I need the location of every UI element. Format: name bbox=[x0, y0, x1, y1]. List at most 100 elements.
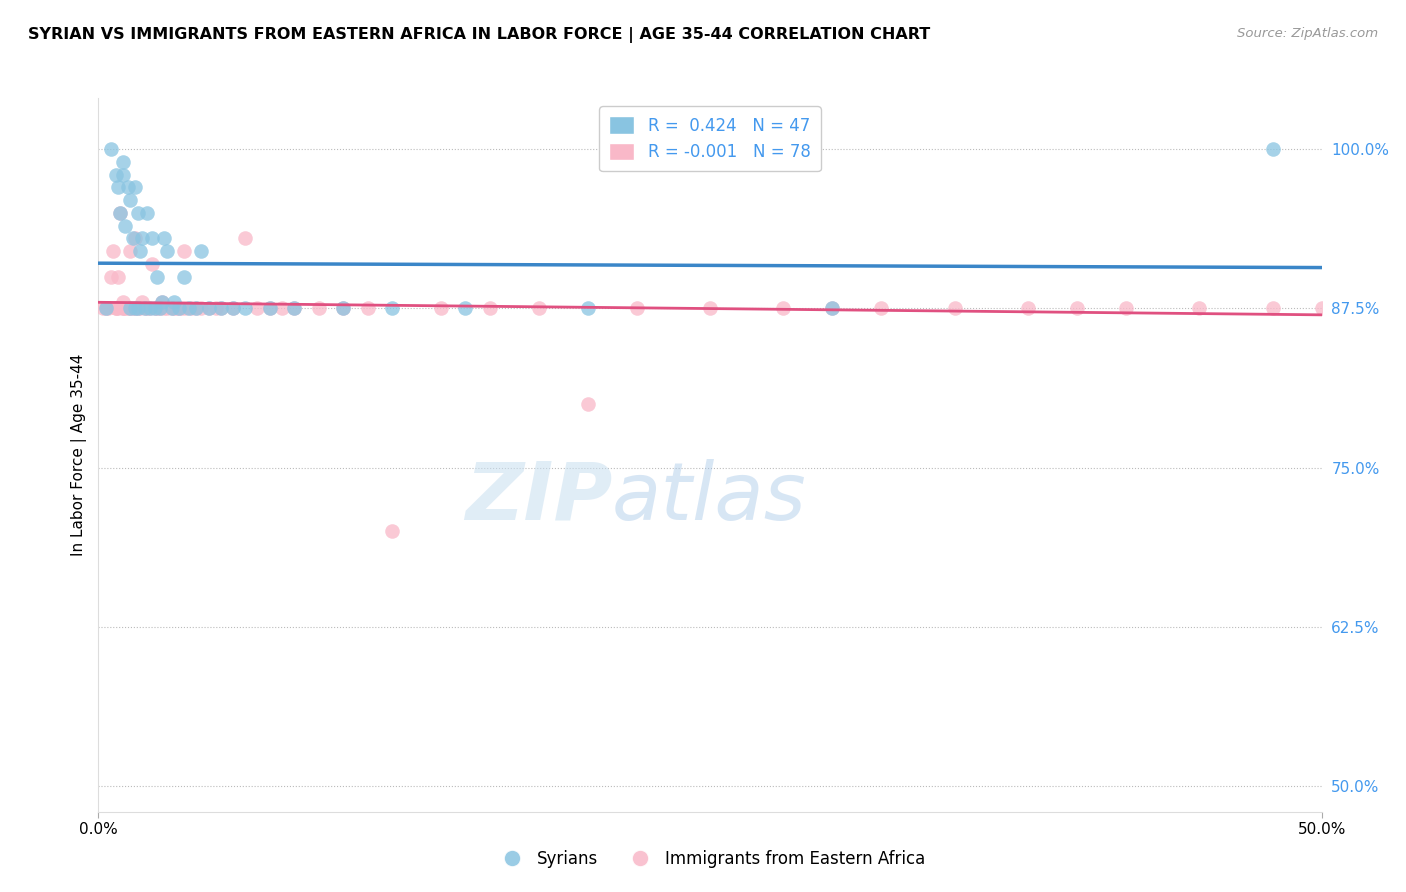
Point bbox=[160, 301, 183, 316]
Point bbox=[114, 219, 136, 233]
Point bbox=[209, 301, 232, 316]
Point bbox=[134, 301, 156, 316]
Point bbox=[153, 301, 176, 316]
Point bbox=[100, 269, 122, 284]
Point bbox=[131, 295, 153, 310]
Text: atlas: atlas bbox=[612, 458, 807, 537]
Point bbox=[141, 257, 163, 271]
Point bbox=[222, 301, 245, 316]
Point bbox=[129, 301, 152, 316]
Point bbox=[120, 301, 142, 316]
Point bbox=[111, 301, 134, 316]
Point bbox=[120, 244, 142, 258]
Point bbox=[129, 244, 152, 258]
Point bbox=[186, 301, 208, 316]
Point bbox=[120, 193, 142, 207]
Point bbox=[173, 269, 195, 284]
Point bbox=[177, 301, 200, 316]
Point bbox=[332, 301, 354, 316]
Point bbox=[104, 301, 127, 316]
Text: SYRIAN VS IMMIGRANTS FROM EASTERN AFRICA IN LABOR FORCE | AGE 35-44 CORRELATION : SYRIAN VS IMMIGRANTS FROM EASTERN AFRICA… bbox=[28, 27, 931, 43]
Point bbox=[167, 301, 190, 316]
Point bbox=[111, 168, 134, 182]
Point bbox=[124, 231, 146, 245]
Point bbox=[134, 301, 156, 316]
Point bbox=[127, 301, 149, 316]
Point bbox=[1310, 301, 1333, 316]
Point bbox=[121, 231, 143, 245]
Point bbox=[527, 301, 550, 316]
Point bbox=[150, 295, 173, 310]
Point bbox=[209, 301, 232, 316]
Point bbox=[124, 301, 146, 316]
Point bbox=[1066, 301, 1088, 316]
Point bbox=[821, 301, 844, 316]
Point bbox=[197, 301, 219, 316]
Point bbox=[166, 301, 188, 316]
Point bbox=[1017, 301, 1039, 316]
Point bbox=[943, 301, 966, 316]
Point bbox=[699, 301, 721, 316]
Point bbox=[107, 269, 129, 284]
Point bbox=[163, 295, 186, 310]
Point bbox=[91, 301, 114, 316]
Point bbox=[150, 295, 173, 310]
Point bbox=[180, 301, 202, 316]
Point bbox=[870, 301, 893, 316]
Point bbox=[101, 244, 124, 258]
Point bbox=[107, 301, 129, 316]
Point bbox=[233, 301, 256, 316]
Point bbox=[131, 231, 153, 245]
Point bbox=[576, 301, 599, 316]
Point bbox=[222, 301, 245, 316]
Point bbox=[246, 301, 269, 316]
Point bbox=[110, 206, 132, 220]
Point bbox=[1261, 142, 1284, 156]
Text: ZIP: ZIP bbox=[465, 458, 612, 537]
Point bbox=[283, 301, 305, 316]
Point bbox=[1261, 301, 1284, 316]
Point bbox=[381, 524, 404, 539]
Point bbox=[110, 206, 132, 220]
Text: Source: ZipAtlas.com: Source: ZipAtlas.com bbox=[1237, 27, 1378, 40]
Point bbox=[136, 206, 159, 220]
Point bbox=[117, 301, 139, 316]
Point bbox=[153, 231, 176, 245]
Point bbox=[120, 301, 142, 316]
Point bbox=[111, 154, 134, 169]
Point bbox=[114, 301, 136, 316]
Point bbox=[104, 301, 127, 316]
Point bbox=[149, 301, 172, 316]
Point bbox=[160, 301, 183, 316]
Point bbox=[117, 180, 139, 194]
Point bbox=[176, 301, 198, 316]
Point bbox=[356, 301, 378, 316]
Point bbox=[308, 301, 330, 316]
Point bbox=[139, 301, 162, 316]
Point bbox=[205, 301, 228, 316]
Point bbox=[111, 295, 134, 310]
Point bbox=[430, 301, 453, 316]
Point bbox=[149, 301, 172, 316]
Point bbox=[124, 180, 146, 194]
Point bbox=[478, 301, 501, 316]
Point bbox=[1188, 301, 1211, 316]
Point bbox=[136, 301, 159, 316]
Point bbox=[626, 301, 648, 316]
Point bbox=[156, 244, 179, 258]
Point bbox=[121, 301, 143, 316]
Point bbox=[167, 301, 190, 316]
Legend: Syrians, Immigrants from Eastern Africa: Syrians, Immigrants from Eastern Africa bbox=[488, 844, 932, 875]
Point bbox=[233, 231, 256, 245]
Point bbox=[146, 269, 169, 284]
Y-axis label: In Labor Force | Age 35-44: In Labor Force | Age 35-44 bbox=[72, 354, 87, 556]
Point bbox=[143, 301, 166, 316]
Point bbox=[270, 301, 294, 316]
Point bbox=[170, 301, 193, 316]
Point bbox=[190, 301, 212, 316]
Point bbox=[139, 301, 162, 316]
Point bbox=[259, 301, 281, 316]
Point bbox=[381, 301, 404, 316]
Point bbox=[190, 244, 212, 258]
Point bbox=[146, 301, 169, 316]
